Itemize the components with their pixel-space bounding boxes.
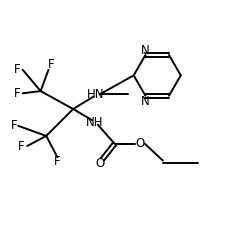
- Text: NH: NH: [86, 116, 103, 129]
- Text: F: F: [47, 58, 54, 71]
- Text: O: O: [95, 158, 105, 170]
- Text: HN: HN: [87, 88, 104, 101]
- Text: N: N: [141, 95, 150, 108]
- Text: F: F: [54, 155, 61, 168]
- Text: F: F: [18, 140, 25, 153]
- Text: O: O: [136, 137, 145, 150]
- Text: N: N: [141, 44, 150, 57]
- Text: F: F: [14, 63, 20, 76]
- Text: F: F: [14, 87, 20, 100]
- Text: F: F: [10, 119, 17, 132]
